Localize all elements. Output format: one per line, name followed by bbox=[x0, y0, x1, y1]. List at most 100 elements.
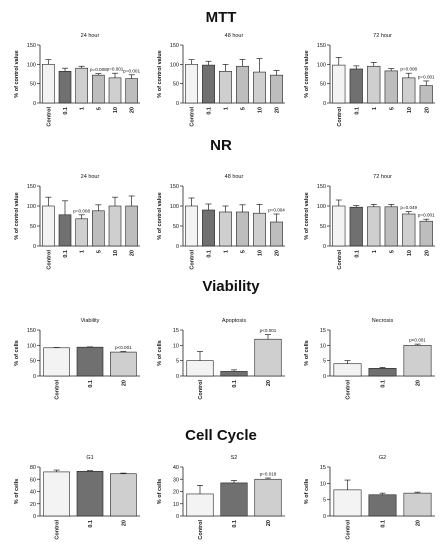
y-tick-label: 10 bbox=[320, 343, 326, 349]
y-tick-label: 150 bbox=[170, 43, 179, 49]
y-tick-label: 0 bbox=[33, 101, 36, 107]
y-tick-label: 40 bbox=[30, 490, 36, 496]
y-axis-label: % of cells bbox=[304, 340, 310, 365]
y-tick-label: 100 bbox=[27, 343, 36, 349]
x-tick-label: 10 bbox=[113, 107, 119, 113]
x-tick-label: 20 bbox=[424, 107, 430, 113]
chart-11: G2 % of cells 0 5 10 15 Control 0.1 20 bbox=[304, 455, 435, 540]
x-tick-label: 20 bbox=[121, 520, 127, 526]
y-tick-label: 0 bbox=[323, 514, 326, 520]
x-tick-label: 1 bbox=[80, 250, 86, 253]
bar bbox=[384, 206, 398, 247]
y-tick-label: 0 bbox=[323, 374, 326, 380]
bar bbox=[125, 78, 138, 104]
bar bbox=[332, 205, 346, 247]
y-tick-label: 10 bbox=[173, 343, 179, 349]
y-tick-label: 50 bbox=[30, 224, 36, 230]
chart-title: Apoptosis bbox=[222, 318, 246, 324]
bar bbox=[75, 218, 88, 247]
y-tick-label: 100 bbox=[27, 204, 36, 210]
y-tick-label: 20 bbox=[173, 490, 179, 496]
bar bbox=[349, 206, 363, 247]
chart-6: Viability % of cells 0 50 100 150 Control 0.1 p<… bbox=[14, 318, 140, 400]
x-tick-label: 0.1 bbox=[88, 520, 94, 528]
significance-label: p<0.001 bbox=[409, 338, 426, 343]
y-axis-label: % of control value bbox=[157, 192, 163, 239]
y-tick-label: 100 bbox=[170, 204, 179, 210]
bar bbox=[125, 205, 138, 247]
y-tick-label: 15 bbox=[320, 465, 326, 471]
bar bbox=[402, 77, 416, 104]
y-axis-label: % of control value bbox=[304, 50, 310, 97]
bar bbox=[92, 210, 105, 247]
y-axis-label: % of control value bbox=[157, 50, 163, 97]
y-tick-label: 15 bbox=[173, 328, 179, 334]
y-tick-label: 0 bbox=[176, 244, 179, 250]
chart-title: 24 hour bbox=[81, 174, 100, 180]
chart-8: Necrosis % of cells 0 5 10 15 Control 0.1 p<0.00… bbox=[304, 318, 435, 400]
x-tick-label: 20 bbox=[130, 107, 136, 113]
x-tick-label: 0.1 bbox=[381, 380, 387, 388]
bar bbox=[332, 64, 346, 104]
bar bbox=[384, 70, 398, 104]
y-axis-label: % of cells bbox=[304, 479, 310, 504]
x-tick-label: 10 bbox=[113, 250, 119, 256]
significance-label: p=0.018 bbox=[260, 472, 277, 477]
y-tick-label: 30 bbox=[173, 477, 179, 483]
bar bbox=[403, 492, 432, 517]
y-tick-label: 150 bbox=[317, 43, 326, 49]
x-tick-label: 1 bbox=[224, 250, 230, 253]
bar bbox=[76, 346, 104, 377]
x-tick-label: 1 bbox=[224, 107, 230, 110]
bar bbox=[202, 64, 215, 104]
y-tick-label: 150 bbox=[317, 184, 326, 190]
bar bbox=[186, 493, 214, 517]
x-tick-label: 5 bbox=[241, 250, 247, 253]
y-tick-label: 0 bbox=[323, 101, 326, 107]
x-tick-label: 0.1 bbox=[381, 520, 387, 528]
y-tick-label: 15 bbox=[320, 328, 326, 334]
y-tick-label: 0 bbox=[33, 514, 36, 520]
x-tick-label: 20 bbox=[275, 250, 281, 256]
bar bbox=[43, 471, 70, 517]
bar bbox=[254, 478, 282, 517]
bar bbox=[219, 211, 232, 247]
bar bbox=[333, 489, 362, 517]
chart-1: 48 hour % of control value 0 50 100 150 Contro… bbox=[157, 33, 285, 127]
y-axis-label: % of cells bbox=[14, 479, 20, 504]
significance-label: p=0.001 bbox=[107, 67, 124, 72]
chart-title: G2 bbox=[379, 455, 386, 461]
bar bbox=[402, 213, 416, 247]
y-tick-label: 0 bbox=[323, 244, 326, 250]
chart-4: 48 hour % of control value 0 50 100 150 Contro… bbox=[157, 174, 285, 270]
section-title-mtt: MTT bbox=[206, 9, 237, 26]
chart-10: S2 % of cells 0 10 20 30 40 Control 0.1 p=0.018 20 bbox=[157, 455, 285, 540]
y-tick-label: 100 bbox=[27, 62, 36, 68]
charts-layer: 24 hour% of control value050100150Contro… bbox=[14, 33, 435, 540]
bar bbox=[419, 85, 433, 104]
bar bbox=[185, 64, 198, 104]
y-tick-label: 40 bbox=[173, 465, 179, 471]
x-tick-label: 5 bbox=[96, 107, 102, 110]
chart-3: 24 hour % of control value 0 50 100 150 Contro… bbox=[14, 174, 140, 270]
y-axis-label: % of control value bbox=[304, 192, 310, 239]
y-tick-label: 50 bbox=[173, 224, 179, 230]
x-tick-label: 0.1 bbox=[88, 380, 94, 388]
chart-9: G1 % of cells 0 20 40 60 80 Control 0.1 20 bbox=[14, 455, 140, 540]
x-tick-label: 10 bbox=[407, 250, 413, 256]
x-tick-label: Control bbox=[198, 380, 204, 400]
bar bbox=[368, 494, 397, 517]
bar bbox=[76, 470, 104, 517]
x-tick-label: 20 bbox=[416, 520, 422, 526]
chart-0: 24 hour % of control value 0 50 100 150 Contro… bbox=[14, 33, 140, 127]
bar bbox=[219, 70, 232, 104]
bar bbox=[58, 70, 72, 104]
bar bbox=[43, 347, 70, 377]
x-tick-label: Control bbox=[337, 107, 343, 127]
x-tick-label: 20 bbox=[266, 380, 272, 386]
y-tick-label: 100 bbox=[317, 62, 326, 68]
x-tick-label: 1 bbox=[80, 107, 86, 110]
bar bbox=[220, 371, 248, 377]
bar bbox=[236, 211, 249, 247]
chart-title: 48 hour bbox=[225, 33, 244, 39]
